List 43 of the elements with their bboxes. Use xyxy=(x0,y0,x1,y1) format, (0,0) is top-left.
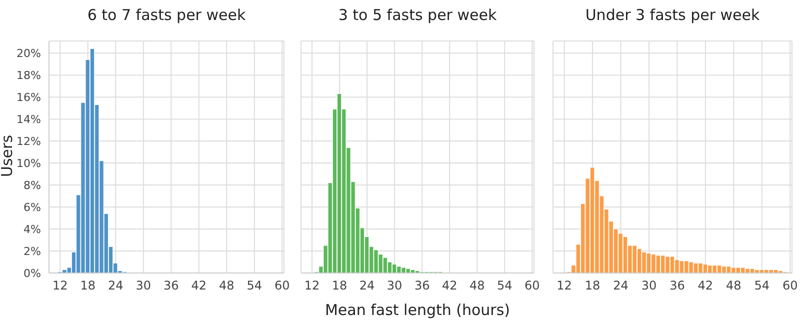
x-tick-label: 48 xyxy=(218,278,234,293)
y-tick-label: 4% xyxy=(24,222,41,236)
y-tick-label: 14% xyxy=(16,112,41,126)
x-tick-label: 18 xyxy=(80,278,96,293)
x-tick-label: 24 xyxy=(108,278,124,293)
x-tick-label: 12 xyxy=(304,278,320,293)
y-tick-label: 8% xyxy=(24,178,41,192)
y-tick-label: 2% xyxy=(24,244,41,258)
y-tick-label: 10% xyxy=(16,156,41,170)
y-tick-label: 20% xyxy=(16,47,41,60)
y-tick-label: 18% xyxy=(16,68,41,82)
x-axis-title: Mean fast length (hours) xyxy=(324,301,510,319)
x-tick-label: 48 xyxy=(469,278,485,293)
x-tick-label: 54 xyxy=(497,278,512,293)
x-tick-label: 54 xyxy=(754,278,770,293)
x-tick-label: 30 xyxy=(136,278,152,293)
x-tick-label: 48 xyxy=(726,278,742,293)
y-tick-label: 16% xyxy=(16,90,41,104)
x-tick-label: 24 xyxy=(359,278,375,293)
x-tick-label: 60 xyxy=(524,278,540,293)
x-tick-label: 36 xyxy=(670,278,685,293)
y-tick-label: 12% xyxy=(16,134,41,148)
chart-title: 6 to 7 fasts per week xyxy=(86,6,247,24)
x-tick-label: 42 xyxy=(191,278,207,293)
y-axis-title: Users xyxy=(0,134,17,177)
chart-title: Under 3 fasts per week xyxy=(584,6,761,24)
x-tick-label: 42 xyxy=(698,278,714,293)
chart-title: 3 to 5 fasts per week xyxy=(337,6,498,24)
x-tick-label: 36 xyxy=(163,278,179,293)
x-tick-label: 24 xyxy=(613,278,628,293)
x-tick-label: 60 xyxy=(782,278,798,293)
y-tick-label: 6% xyxy=(24,200,41,214)
x-tick-label: 12 xyxy=(556,278,572,293)
x-tick-label: 54 xyxy=(246,278,262,293)
x-tick-label: 30 xyxy=(641,278,657,293)
x-tick-label: 30 xyxy=(386,278,402,293)
x-tick-label: 60 xyxy=(274,278,290,293)
x-tick-label: 18 xyxy=(584,278,600,293)
x-tick-label: 12 xyxy=(52,278,68,293)
x-tick-label: 42 xyxy=(442,278,458,293)
y-tick-label: 0% xyxy=(24,266,41,280)
x-tick-label: 18 xyxy=(332,278,348,293)
x-tick-label: 36 xyxy=(414,278,430,293)
